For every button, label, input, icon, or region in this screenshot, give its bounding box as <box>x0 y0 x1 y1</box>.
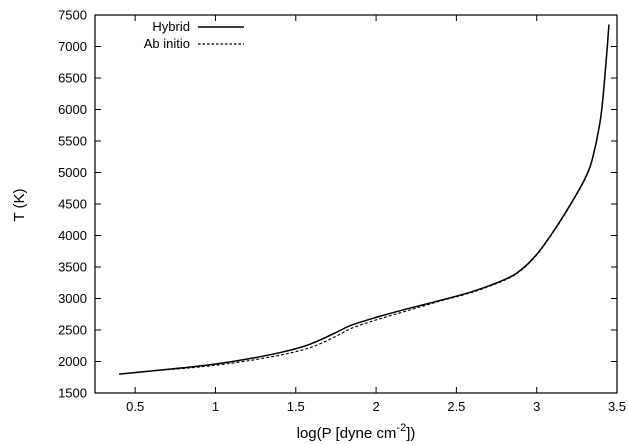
x-tick-label: 1 <box>212 399 219 414</box>
x-tick-label: 3 <box>533 399 540 414</box>
x-tick-label: 1.5 <box>287 399 305 414</box>
y-tick-label: 4500 <box>58 197 87 212</box>
legend-label-hybrid: Hybrid <box>152 19 190 34</box>
x-axis-title-tail: ]) <box>406 425 415 442</box>
series-line-ab-initio <box>127 25 610 375</box>
y-tick-label: 6500 <box>58 71 87 86</box>
legend: Hybrid Ab initio <box>144 19 244 51</box>
y-axis-ticks: 1500 2000 2500 3000 3500 4000 4500 5000 5500 6000… <box>58 8 617 401</box>
y-tick-label: 2000 <box>58 354 87 369</box>
y-tick-label: 4000 <box>58 228 87 243</box>
series-line-hybrid <box>119 24 610 375</box>
y-tick-label: 3500 <box>58 260 87 275</box>
y-tick-label: 5000 <box>58 165 87 180</box>
y-tick-label: 6000 <box>58 102 87 117</box>
series-layer <box>119 24 610 375</box>
x-tick-label: 0.5 <box>126 399 144 414</box>
y-tick-label: 1500 <box>58 386 87 401</box>
y-tick-label: 3000 <box>58 291 87 306</box>
x-axis-title-superscript: -2 <box>396 422 406 434</box>
x-axis-ticks: 0.5 1 1.5 2 2.5 3 3.5 <box>126 15 626 414</box>
y-tick-label: 2500 <box>58 323 87 338</box>
x-axis-title-main: log(P [dyne cm <box>297 425 397 442</box>
y-tick-label: 7500 <box>58 8 87 23</box>
x-tick-label: 3.5 <box>608 399 626 414</box>
y-axis-title: T (K) <box>11 188 28 221</box>
x-tick-label: 2.5 <box>447 399 465 414</box>
y-tick-label: 5500 <box>58 134 87 149</box>
plot-frame <box>94 14 618 394</box>
x-tick-label: 2 <box>372 399 379 414</box>
legend-label-ab-initio: Ab initio <box>144 36 190 51</box>
x-axis-title: log(P [dyne cm-2]) <box>297 422 416 442</box>
y-tick-label: 7000 <box>58 39 87 54</box>
